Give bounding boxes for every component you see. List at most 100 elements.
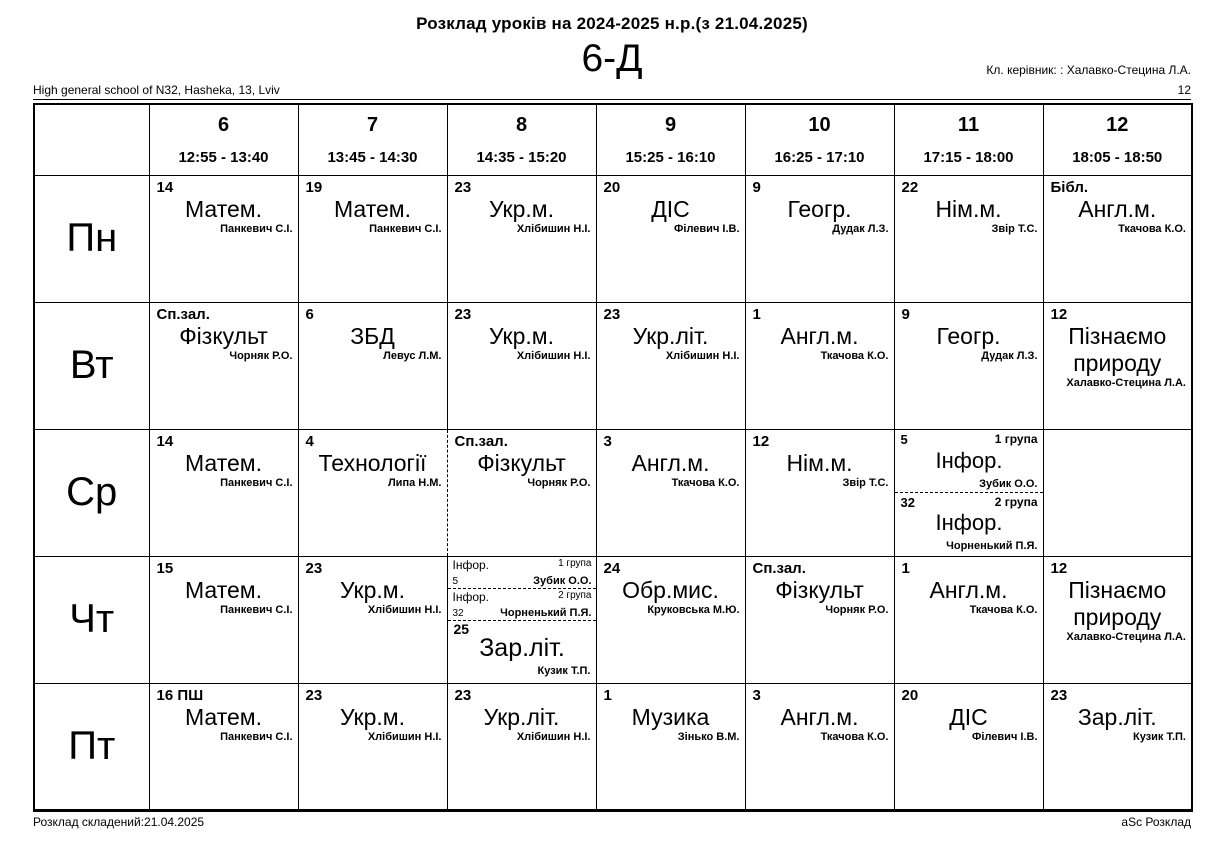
room-label: 14 — [156, 178, 174, 196]
group-lesson: 5 1 група Інфор. Зубик О.О. — [895, 430, 1042, 492]
room-label: 23 — [305, 559, 323, 577]
day-row-Чт: Чт 15 Матем. Панкевич С.І. 23 Укр.м. Хлібишин … — [33, 555, 1193, 684]
lesson-content: 1 Англ.м. Ткачова К.О. — [746, 303, 893, 366]
teacher-label: Хлібишин Н.І. — [516, 349, 591, 362]
subject-label: Нім.м. — [935, 195, 1002, 222]
teacher-label: Чорняк Р.О. — [229, 349, 293, 362]
lesson-content: 23 Укр.літ. Хлібишин Н.І. — [448, 684, 595, 747]
room-label: 32 — [452, 607, 464, 619]
room-label: 6 — [305, 305, 314, 323]
day-label-Чт: Чт — [33, 555, 150, 684]
teacher-label: Панкевич С.І. — [369, 222, 442, 235]
lesson-content: 3 Англ.м. Ткачова К.О. — [746, 684, 893, 747]
lesson-content: 6 ЗБД Левус Л.М. — [299, 303, 446, 366]
lesson-content: 23 Укр.літ. Хлібишин Н.І. — [597, 303, 744, 366]
lesson-cell: 14 Матем. Панкевич С.І. — [148, 428, 299, 557]
period-number: 11 — [957, 114, 980, 136]
period-number: 10 — [808, 114, 831, 136]
teacher-label: Ткачова К.О. — [969, 603, 1038, 616]
lesson-cell: 9 Геогр. Дудак Л.З. — [893, 301, 1044, 430]
teacher-label: Халавко-Стецина Л.А. — [1066, 630, 1186, 643]
period-header-row: 6 12:55 - 13:40 7 13:45 - 14:30 8 14:35 - 15:… — [33, 103, 1193, 176]
group-line: 5 Зубик О.О. — [453, 575, 592, 587]
subject-label: ЗБД — [350, 322, 395, 349]
subject-label: Англ.м. — [780, 322, 859, 349]
subject-label: ДІС — [651, 195, 690, 222]
class-header: 6-Д Кл. керівник: : Халавко-Стецина Л.А. — [33, 35, 1191, 83]
lesson-cell: 23 Укр.м. Хлібишин Н.І. — [297, 555, 448, 684]
subject-label: Укр.літ. — [632, 322, 709, 349]
subject-label: Англ.м. — [780, 703, 859, 730]
teacher-label: Кузик Т.П. — [537, 664, 591, 677]
lesson-cell: 24 Обр.мис. Круковська М.Ю. — [595, 555, 746, 684]
teacher-label: Ткачова К.О. — [820, 349, 889, 362]
period-time: 12:55 - 13:40 — [178, 149, 269, 166]
lesson-content: 12 Нім.м. Звір Т.С. — [746, 430, 893, 493]
room-label: 9 — [901, 305, 910, 323]
period-header-9: 9 15:25 - 16:10 — [595, 103, 746, 176]
room-label: 1 — [901, 559, 910, 577]
class-teacher-label: Кл. керівник: : Халавко-Стецина Л.А. — [986, 63, 1191, 77]
teacher-label: Панкевич С.І. — [220, 222, 293, 235]
lesson-cell: 23 Укр.м. Хлібишин Н.І. — [446, 301, 597, 430]
subject-label: Технології — [318, 449, 427, 476]
subject-label: Зар.літ. — [479, 634, 565, 662]
page-number: 12 — [1177, 83, 1191, 97]
room-label: 14 — [156, 432, 174, 450]
teacher-label: Чорненький П.Я. — [500, 606, 592, 619]
footer-app-name: aSc Розклад — [1121, 814, 1191, 829]
subject-label: Англ.м. — [929, 576, 1008, 603]
period-time: 18:05 - 18:50 — [1072, 149, 1163, 166]
lesson-content: 14 Матем. Панкевич С.І. — [150, 176, 297, 239]
teacher-label: Зінько В.М. — [677, 730, 740, 743]
teacher-label: Філевич І.В. — [674, 222, 740, 235]
period-time: 17:15 - 18:00 — [923, 149, 1014, 166]
lesson-content: 19 Матем. Панкевич С.І. — [299, 176, 446, 239]
group-line: Інфор. 1 група — [453, 558, 592, 571]
teacher-label: Круковська М.Ю. — [647, 603, 740, 616]
room-label: 20 — [901, 686, 919, 704]
subject-label: Матем. — [185, 195, 262, 222]
subject-label: Інфор. — [935, 510, 1003, 536]
lesson-content: 9 Геогр. Дудак Л.З. — [746, 176, 893, 239]
group-header: 32 2 група — [901, 495, 1038, 510]
lesson-content: 23 Укр.м. Хлібишин Н.І. — [448, 176, 595, 239]
lesson-cell: 23 Укр.літ. Хлібишин Н.І. — [446, 682, 597, 811]
teacher-label: Звір Т.С. — [991, 222, 1038, 235]
period-number: 6 — [217, 114, 230, 136]
subject-label: Обр.мис. — [622, 576, 719, 603]
lesson-content: 20 ДІС Філевич І.В. — [597, 176, 744, 239]
room-label: 22 — [901, 178, 919, 196]
page-title: Розклад уроків на 2024-2025 н.р.(з 21.04… — [416, 14, 808, 33]
lesson-cell: 6 ЗБД Левус Л.М. — [297, 301, 448, 430]
teacher-label: Зубик О.О. — [979, 477, 1038, 490]
room-label: Сп.зал. — [752, 559, 806, 577]
room-label: 4 — [305, 432, 314, 450]
lesson-content: 23 Зар.літ. Кузик Т.П. — [1044, 684, 1191, 747]
lesson-cell: 23 Зар.літ. Кузик Т.П. — [1042, 682, 1193, 811]
room-label: 1 — [752, 305, 761, 323]
group-line: 32 Чорненький П.Я. — [452, 606, 592, 619]
day-label-Пн: Пн — [33, 174, 150, 303]
subject-label: Пізнаємо природу — [1068, 576, 1167, 630]
empty-cell — [1042, 428, 1193, 557]
subject-label: Інфор. — [452, 589, 490, 604]
subject-label: Укр.м. — [339, 576, 406, 603]
subject-label: Музика — [631, 703, 710, 730]
lesson-cell: 3 Англ.м. Ткачова К.О. — [744, 682, 895, 811]
period-header-7: 7 13:45 - 14:30 — [297, 103, 448, 176]
teacher-label: Чорняк Р.О. — [825, 603, 889, 616]
room-label: 23 — [454, 305, 472, 323]
room-label: 20 — [603, 178, 621, 196]
subject-label: Матем. — [334, 195, 411, 222]
teacher-label: Звір Т.С. — [842, 476, 889, 489]
period-number: 12 — [1106, 114, 1129, 136]
room-label: Бібл. — [1050, 178, 1089, 196]
lesson-content: 15 Матем. Панкевич С.І. — [150, 557, 297, 620]
class-name: 6-Д — [581, 37, 643, 80]
lesson-cell: 23 Укр.м. Хлібишин Н.І. — [446, 174, 597, 303]
mixed-group-cell: Інфор. 1 група 5 Зубик О.О. Інфор. 2 група 32 Ч… — [446, 555, 597, 684]
period-number: 8 — [515, 114, 528, 136]
